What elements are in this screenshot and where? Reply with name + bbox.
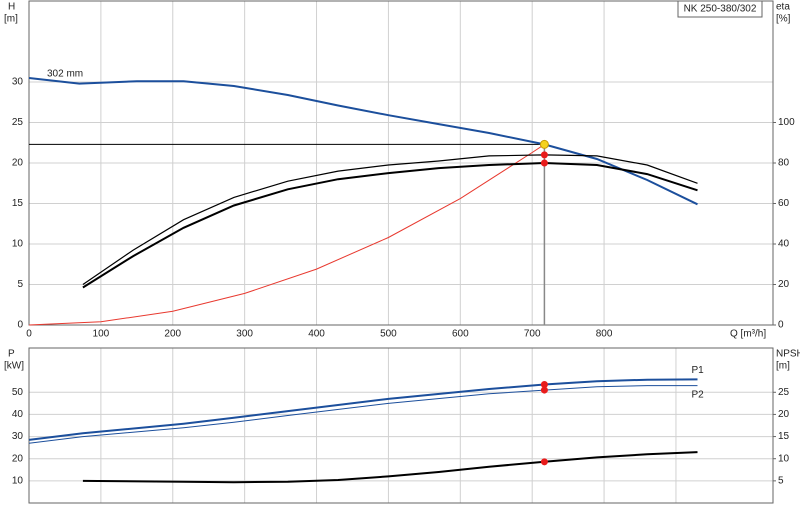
y2-tick-label: 10	[778, 453, 790, 464]
y2-axis-unit: [%]	[776, 14, 791, 25]
y2-tick-label: 25	[778, 387, 790, 398]
y-axis-label: P	[8, 349, 15, 360]
x-tick-label: 800	[596, 329, 613, 340]
curve	[28, 143, 545, 326]
curve	[82, 451, 698, 484]
y2-tick-label: 60	[778, 198, 790, 209]
y-tick-label: 30	[12, 77, 24, 88]
y2-tick-label: 100	[778, 117, 795, 128]
y-tick-label: 10	[12, 239, 24, 250]
x-tick-label: 400	[308, 329, 325, 340]
y-tick-label: 5	[17, 279, 23, 290]
title-box	[677, 0, 763, 18]
curve-label: P1	[692, 365, 705, 376]
y2-tick-label: 20	[778, 409, 790, 420]
y-tick-label: 20	[12, 453, 24, 464]
duty-point	[539, 139, 549, 149]
x-tick-label: 600	[452, 329, 469, 340]
plot-frame	[28, 0, 774, 326]
curve-label: P2	[692, 389, 705, 400]
y-tick-label: 0	[17, 320, 23, 331]
y-axis-unit: [kW]	[4, 361, 24, 372]
y-tick-label: 30	[12, 431, 24, 442]
plot-frame	[28, 347, 774, 504]
y-tick-label: 20	[12, 158, 24, 169]
x-tick-label: 0	[26, 329, 32, 340]
y2-axis-label: eta	[776, 2, 790, 13]
y-tick-label: 40	[12, 409, 24, 420]
y-tick-label: 50	[12, 387, 24, 398]
curve	[82, 154, 698, 285]
x-axis-label: Q [m³/h]	[730, 329, 766, 340]
annotation: 302 mm	[47, 69, 83, 80]
duty-marker	[540, 159, 548, 167]
y-axis-unit: [m]	[4, 14, 18, 25]
duty-marker	[540, 458, 548, 466]
x-tick-label: 700	[524, 329, 541, 340]
y2-tick-label: 20	[778, 279, 790, 290]
y-axis-label: H	[8, 2, 15, 13]
curve	[82, 161, 698, 289]
curve	[28, 385, 698, 444]
y2-axis-unit: [m]	[776, 361, 790, 372]
y2-tick-label: 80	[778, 158, 790, 169]
x-tick-label: 500	[380, 329, 397, 340]
curve	[28, 378, 698, 441]
y-tick-label: 10	[12, 475, 24, 486]
duty-marker	[540, 381, 548, 389]
x-tick-label: 300	[236, 329, 253, 340]
y2-tick-label: 5	[778, 475, 784, 486]
duty-marker	[540, 151, 548, 159]
x-tick-label: 200	[164, 329, 181, 340]
y2-tick-label: 40	[778, 239, 790, 250]
y2-tick-label: 0	[778, 320, 784, 331]
x-tick-label: 100	[93, 329, 110, 340]
duty-marker	[540, 386, 548, 394]
y-tick-label: 15	[12, 198, 24, 209]
y2-axis-label: NPSH	[776, 349, 800, 360]
y2-tick-label: 15	[778, 431, 790, 442]
chart-title: NK 250-380/302	[684, 4, 757, 15]
curve	[28, 77, 698, 206]
y-tick-label: 25	[12, 117, 24, 128]
